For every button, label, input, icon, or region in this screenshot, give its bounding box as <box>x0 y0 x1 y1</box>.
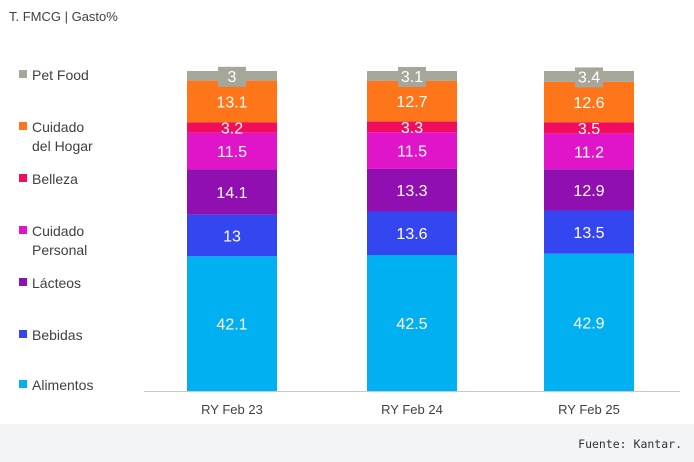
bar-segment-cuidado-personal-ry-feb-24 <box>367 132 457 169</box>
bar-segment-lacteos-ry-feb-23 <box>187 169 277 215</box>
legend-label-line: Cuidado <box>32 119 84 135</box>
data-label-cuidado-del-hogar-ry-feb-24: 12.7 <box>396 94 427 111</box>
legend-swatch-lacteos <box>19 278 27 286</box>
data-label-bg-pet-food-ry-feb-24 <box>398 66 426 87</box>
legend-label-pet-food: Pet Food <box>32 67 89 83</box>
data-label-lacteos-ry-feb-23: 14.1 <box>216 185 247 202</box>
legend-label-line: Pet Food <box>32 67 89 83</box>
data-label-cuidado-personal-ry-feb-25: 11.2 <box>574 144 604 161</box>
legend-swatch-belleza <box>19 174 27 182</box>
x-tick-label-ry-feb-24: RY Feb 24 <box>381 402 443 417</box>
bar-segment-belleza-ry-feb-23 <box>187 122 277 133</box>
data-label-cuidado-del-hogar-ry-feb-23: 13.1 <box>216 95 247 112</box>
legend-label-line: del Hogar <box>32 138 93 154</box>
data-label-cuidado-del-hogar-ry-feb-25: 12.6 <box>573 95 604 112</box>
bar-segment-belleza-ry-feb-25 <box>544 122 634 134</box>
data-label-pet-food-ry-feb-23: 3 <box>228 69 237 86</box>
legend-swatch-pet-food <box>19 70 27 78</box>
legend-swatch-cuidado-del-hogar <box>19 122 27 130</box>
data-label-alimentos-ry-feb-23: 42.1 <box>216 317 247 334</box>
data-label-bebidas-ry-feb-25: 13.5 <box>573 225 604 242</box>
legend-label-cuidado-del-hogar: Cuidado del Hogar <box>32 119 93 154</box>
chart-title: T. FMCG | Gasto% <box>9 9 118 24</box>
bar-segment-cuidado-personal-ry-feb-25 <box>544 133 634 170</box>
data-label-bg-pet-food-ry-feb-25 <box>575 67 603 88</box>
data-label-belleza-ry-feb-23: 3.2 <box>221 121 243 138</box>
bar-segment-cuidado-del-hogar-ry-feb-23 <box>187 80 277 123</box>
data-label-lacteos-ry-feb-25: 12.9 <box>573 183 604 200</box>
data-label-cuidado-personal-ry-feb-24: 11.5 <box>397 144 427 161</box>
bar-segment-cuidado-del-hogar-ry-feb-25 <box>544 81 634 123</box>
bar-segment-bebidas-ry-feb-25 <box>544 210 634 254</box>
legend-label-cuidado-personal: Cuidado Personal <box>32 223 87 258</box>
bar-segment-lacteos-ry-feb-25 <box>544 169 634 211</box>
data-label-alimentos-ry-feb-25: 42.9 <box>573 315 604 332</box>
legend-label-lacteos: Lácteos <box>32 275 81 291</box>
legend-label-alimentos: Alimentos <box>32 377 93 393</box>
legend-label-line: Alimentos <box>32 377 93 393</box>
source-note: Fuente: Kantar. <box>578 437 682 451</box>
data-label-belleza-ry-feb-25: 3.5 <box>578 121 600 138</box>
chart-area: T. FMCG | Gasto% 42.1 13 14.1 11.5 3.2 13.1 3 R… <box>9 9 680 417</box>
bar-segment-alimentos-ry-feb-24 <box>367 255 457 391</box>
legend-label-bebidas: Bebidas <box>32 327 83 343</box>
data-label-alimentos-ry-feb-24: 42.5 <box>396 316 427 333</box>
bar-segment-lacteos-ry-feb-24 <box>367 168 457 212</box>
data-label-pet-food-ry-feb-24: 3.1 <box>401 69 423 86</box>
footer: Fuente: Kantar. <box>0 424 694 462</box>
bar-segment-bebidas-ry-feb-24 <box>367 211 457 255</box>
bar-segment-alimentos-ry-feb-25 <box>544 253 634 391</box>
legend-label-line: Bebidas <box>32 327 83 343</box>
legend-label-line: Personal <box>32 242 87 258</box>
legend-label-line: Lácteos <box>32 275 81 291</box>
bar-segment-cuidado-del-hogar-ry-feb-24 <box>367 80 457 122</box>
x-tick-label-ry-feb-23: RY Feb 23 <box>201 402 263 417</box>
data-label-lacteos-ry-feb-24: 13.3 <box>396 183 427 200</box>
data-label-cuidado-personal-ry-feb-23: 11.5 <box>217 144 247 161</box>
legend-label-line: Belleza <box>32 171 78 187</box>
legend-label-belleza: Belleza <box>32 171 78 187</box>
bar-segment-alimentos-ry-feb-23 <box>187 256 277 391</box>
bar-segment-bebidas-ry-feb-23 <box>187 214 277 257</box>
bar-segment-belleza-ry-feb-24 <box>367 121 457 133</box>
stacked-bar-chart: 42.1 13 14.1 11.5 3.2 13.1 3 RY Feb 23 42.5 13.6 1… <box>19 66 680 417</box>
data-label-pet-food-ry-feb-25: 3.4 <box>578 69 600 86</box>
data-label-bebidas-ry-feb-23: 13 <box>223 228 241 245</box>
legend-swatch-bebidas <box>19 330 27 338</box>
bar-segment-cuidado-personal-ry-feb-23 <box>187 132 277 170</box>
legend-swatch-alimentos <box>19 380 27 388</box>
legend-label-line: Cuidado <box>32 223 84 239</box>
data-label-belleza-ry-feb-24: 3.3 <box>401 120 423 137</box>
legend-swatch-cuidado-personal <box>19 226 27 234</box>
data-label-bebidas-ry-feb-24: 13.6 <box>396 226 427 243</box>
x-tick-label-ry-feb-25: RY Feb 25 <box>558 402 620 417</box>
data-label-bg-pet-food-ry-feb-23 <box>218 66 246 87</box>
